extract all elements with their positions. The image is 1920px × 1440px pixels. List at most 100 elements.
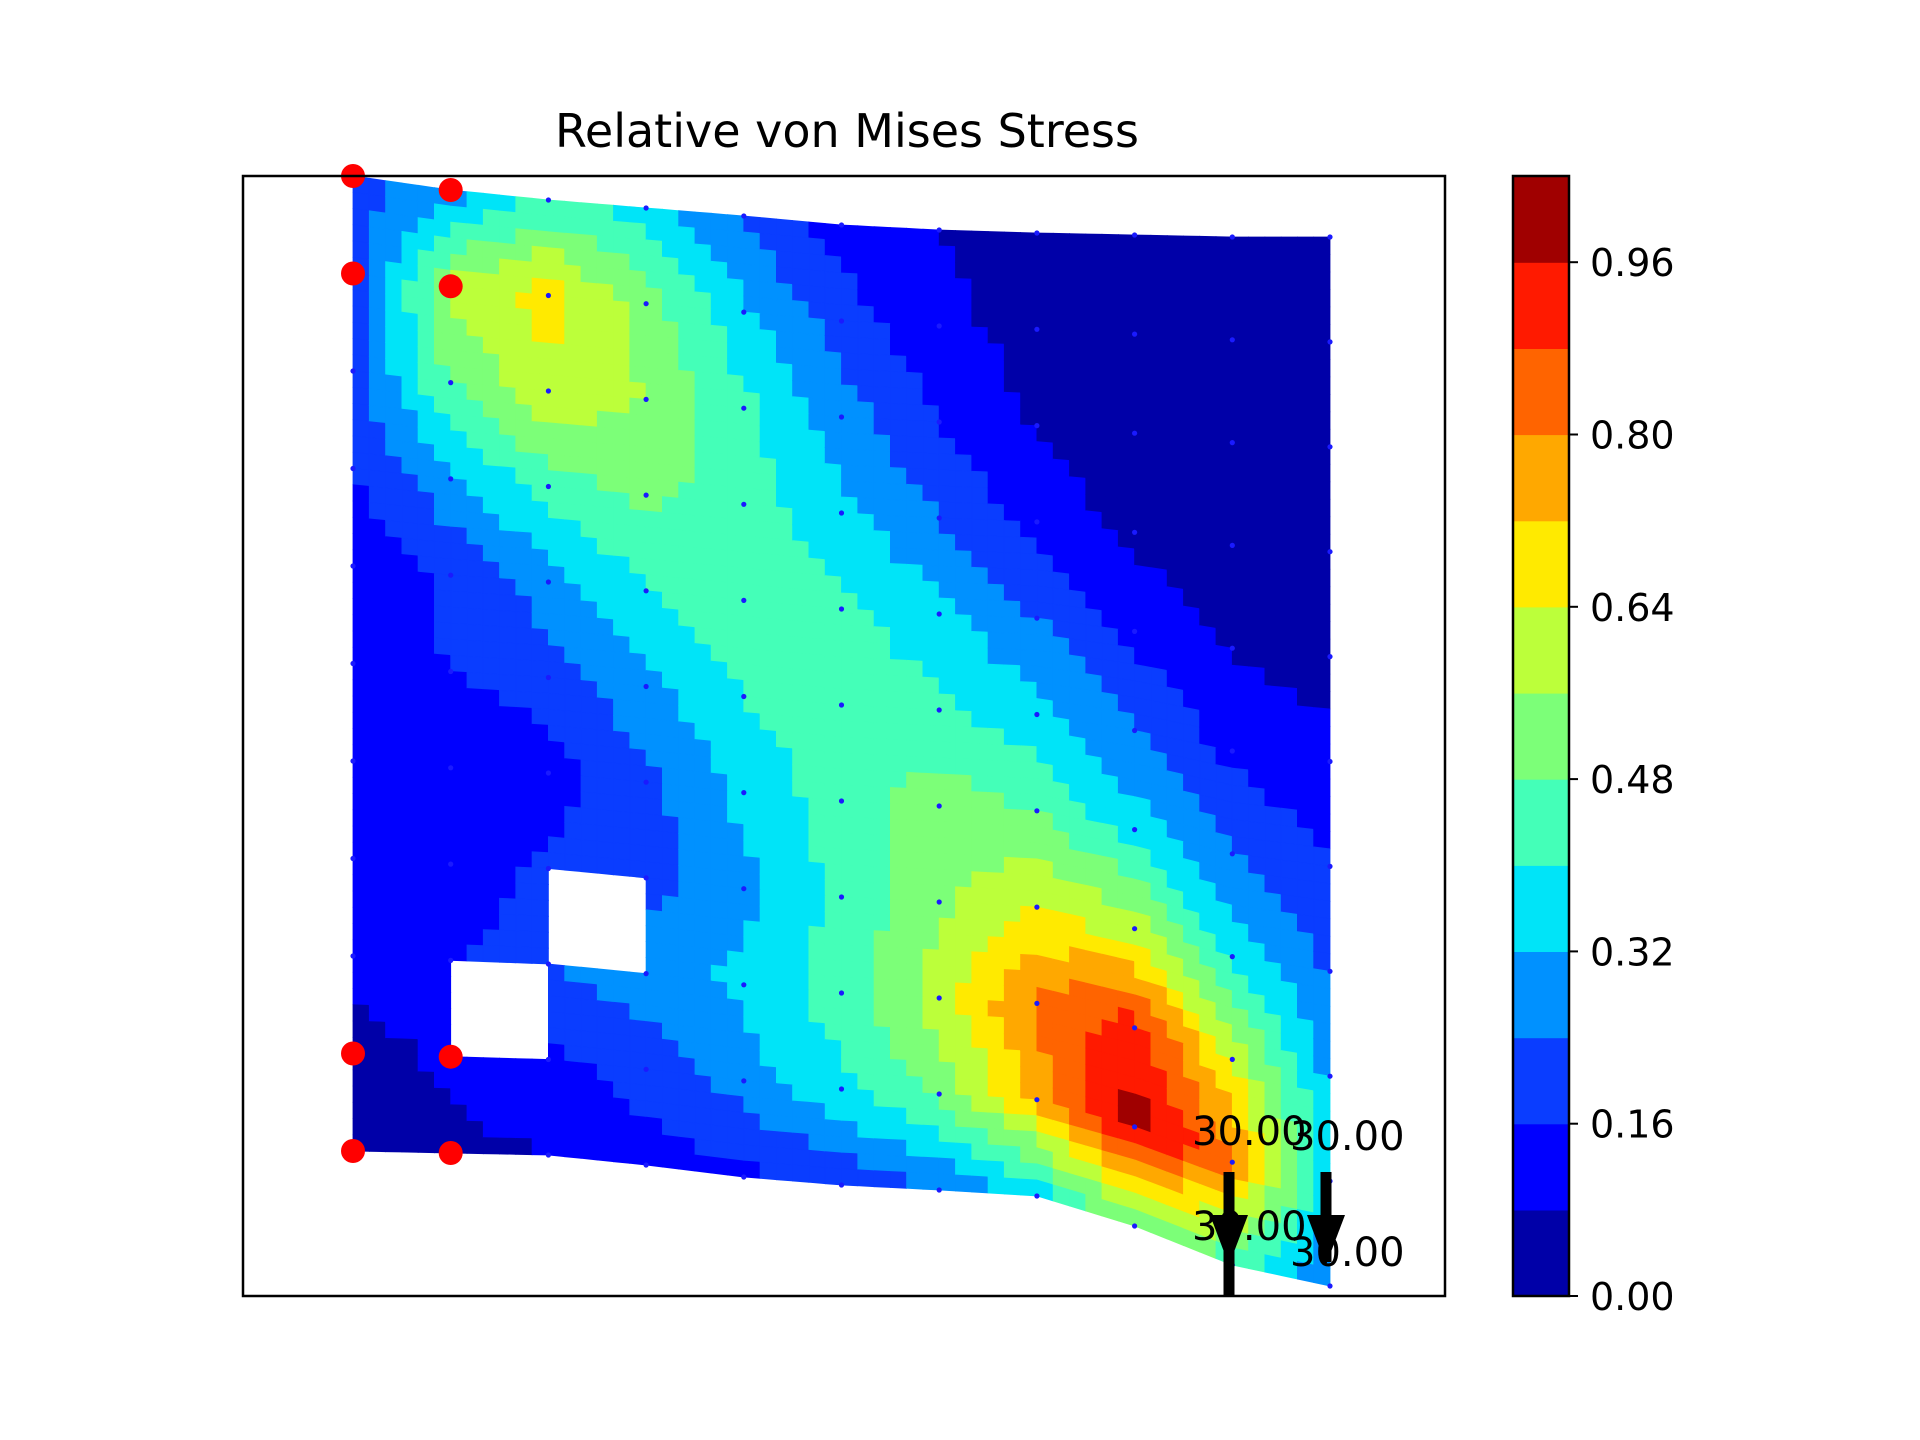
stress-cell	[1101, 512, 1119, 532]
stress-cell	[824, 1135, 842, 1154]
colorbar-tick-label: 0.64	[1590, 586, 1675, 630]
stress-cell	[938, 629, 956, 648]
colorbar-tick-label: 0.00	[1590, 1275, 1675, 1319]
stress-cell	[873, 402, 891, 420]
stress-cell	[629, 477, 647, 496]
stress-cell	[564, 423, 582, 443]
stress-cell	[922, 1076, 940, 1095]
stress-cell	[531, 915, 549, 933]
stress-cell	[694, 419, 712, 438]
stress-cell	[1003, 808, 1021, 827]
stress-cell	[515, 419, 533, 438]
stress-cell	[857, 993, 875, 1012]
stress-cell	[1313, 288, 1331, 308]
stress-cell	[580, 520, 598, 540]
stress-cell	[1280, 409, 1298, 429]
stress-cell	[841, 1168, 859, 1187]
stress-cell	[955, 598, 973, 616]
stress-cell	[873, 578, 891, 596]
stress-cell	[1280, 617, 1298, 637]
stress-cell	[1264, 1081, 1282, 1103]
stress-cell	[564, 360, 582, 379]
stress-cell	[1248, 1061, 1266, 1083]
stress-cell	[759, 521, 777, 540]
stress-cell	[499, 466, 517, 485]
stress-cell	[1215, 321, 1233, 341]
stress-cell	[629, 445, 647, 464]
stress-cell	[466, 463, 484, 482]
stress-cell	[645, 909, 663, 929]
stress-cell	[955, 1126, 973, 1145]
stress-cell	[515, 850, 533, 869]
support-node	[438, 178, 463, 202]
stress-cell	[1003, 536, 1021, 554]
stress-cell	[841, 416, 859, 435]
stress-cell	[938, 357, 956, 376]
stress-cell	[906, 371, 924, 390]
stress-cell	[1264, 478, 1282, 498]
stress-cell	[629, 1146, 647, 1166]
stress-cell	[1297, 792, 1315, 813]
stress-cell	[385, 714, 403, 733]
stress-cell	[938, 309, 956, 328]
stress-cell	[613, 348, 631, 367]
stress-cell	[808, 941, 826, 961]
stress-cell	[890, 1075, 907, 1093]
stress-cell	[873, 898, 891, 916]
stress-cell	[548, 1011, 566, 1030]
stress-cell	[906, 1027, 924, 1046]
stress-cell	[613, 1065, 631, 1085]
stress-cell	[629, 668, 647, 687]
stress-cell	[678, 881, 696, 900]
stress-cell	[938, 661, 956, 680]
stress-cell	[450, 237, 468, 257]
stress-cell	[645, 558, 663, 577]
stress-cell	[613, 571, 631, 590]
stress-cell	[743, 359, 761, 379]
stress-cell	[1003, 311, 1021, 330]
stress-cell	[857, 865, 875, 884]
stress-cell	[499, 737, 517, 756]
stress-cell	[466, 495, 484, 514]
stress-cell	[596, 442, 614, 461]
stress-cell	[564, 726, 582, 745]
stress-cell	[938, 405, 956, 424]
mesh-node	[838, 702, 845, 708]
stress-cell	[824, 511, 842, 530]
stress-cell	[841, 1104, 859, 1123]
stress-cell	[417, 1103, 435, 1121]
stress-cell	[1052, 652, 1070, 672]
stress-cell	[1297, 601, 1315, 621]
stress-cell	[971, 967, 989, 986]
stress-cell	[1020, 793, 1038, 812]
stress-cell	[1215, 372, 1233, 392]
stress-cell	[808, 493, 826, 513]
stress-cell	[710, 980, 728, 1000]
stress-cell	[662, 895, 680, 914]
stress-cell	[743, 615, 761, 635]
stress-cell	[1117, 349, 1135, 368]
stress-cell	[922, 468, 940, 487]
stress-cell	[580, 1141, 598, 1161]
stress-cell	[482, 240, 500, 260]
stress-cell	[808, 621, 826, 641]
stress-cell	[987, 1128, 1005, 1147]
stress-cell	[841, 1024, 859, 1043]
stress-cell	[1117, 694, 1135, 715]
stress-cell	[1069, 589, 1087, 609]
stress-cell	[1297, 1035, 1315, 1057]
stress-cell	[1069, 395, 1087, 414]
stress-cell	[1297, 1070, 1315, 1092]
stress-cell	[1215, 474, 1233, 495]
stress-cell	[759, 457, 777, 476]
stress-cell	[710, 708, 728, 728]
stress-cell	[922, 452, 940, 471]
stress-cell	[629, 843, 647, 863]
mesh-node	[838, 414, 845, 420]
stress-cell	[629, 317, 647, 337]
stress-cell	[1166, 302, 1184, 321]
stress-cell	[352, 776, 370, 796]
stress-cell	[824, 223, 842, 242]
stress-cell	[987, 711, 1005, 730]
stress-cell	[401, 602, 419, 621]
